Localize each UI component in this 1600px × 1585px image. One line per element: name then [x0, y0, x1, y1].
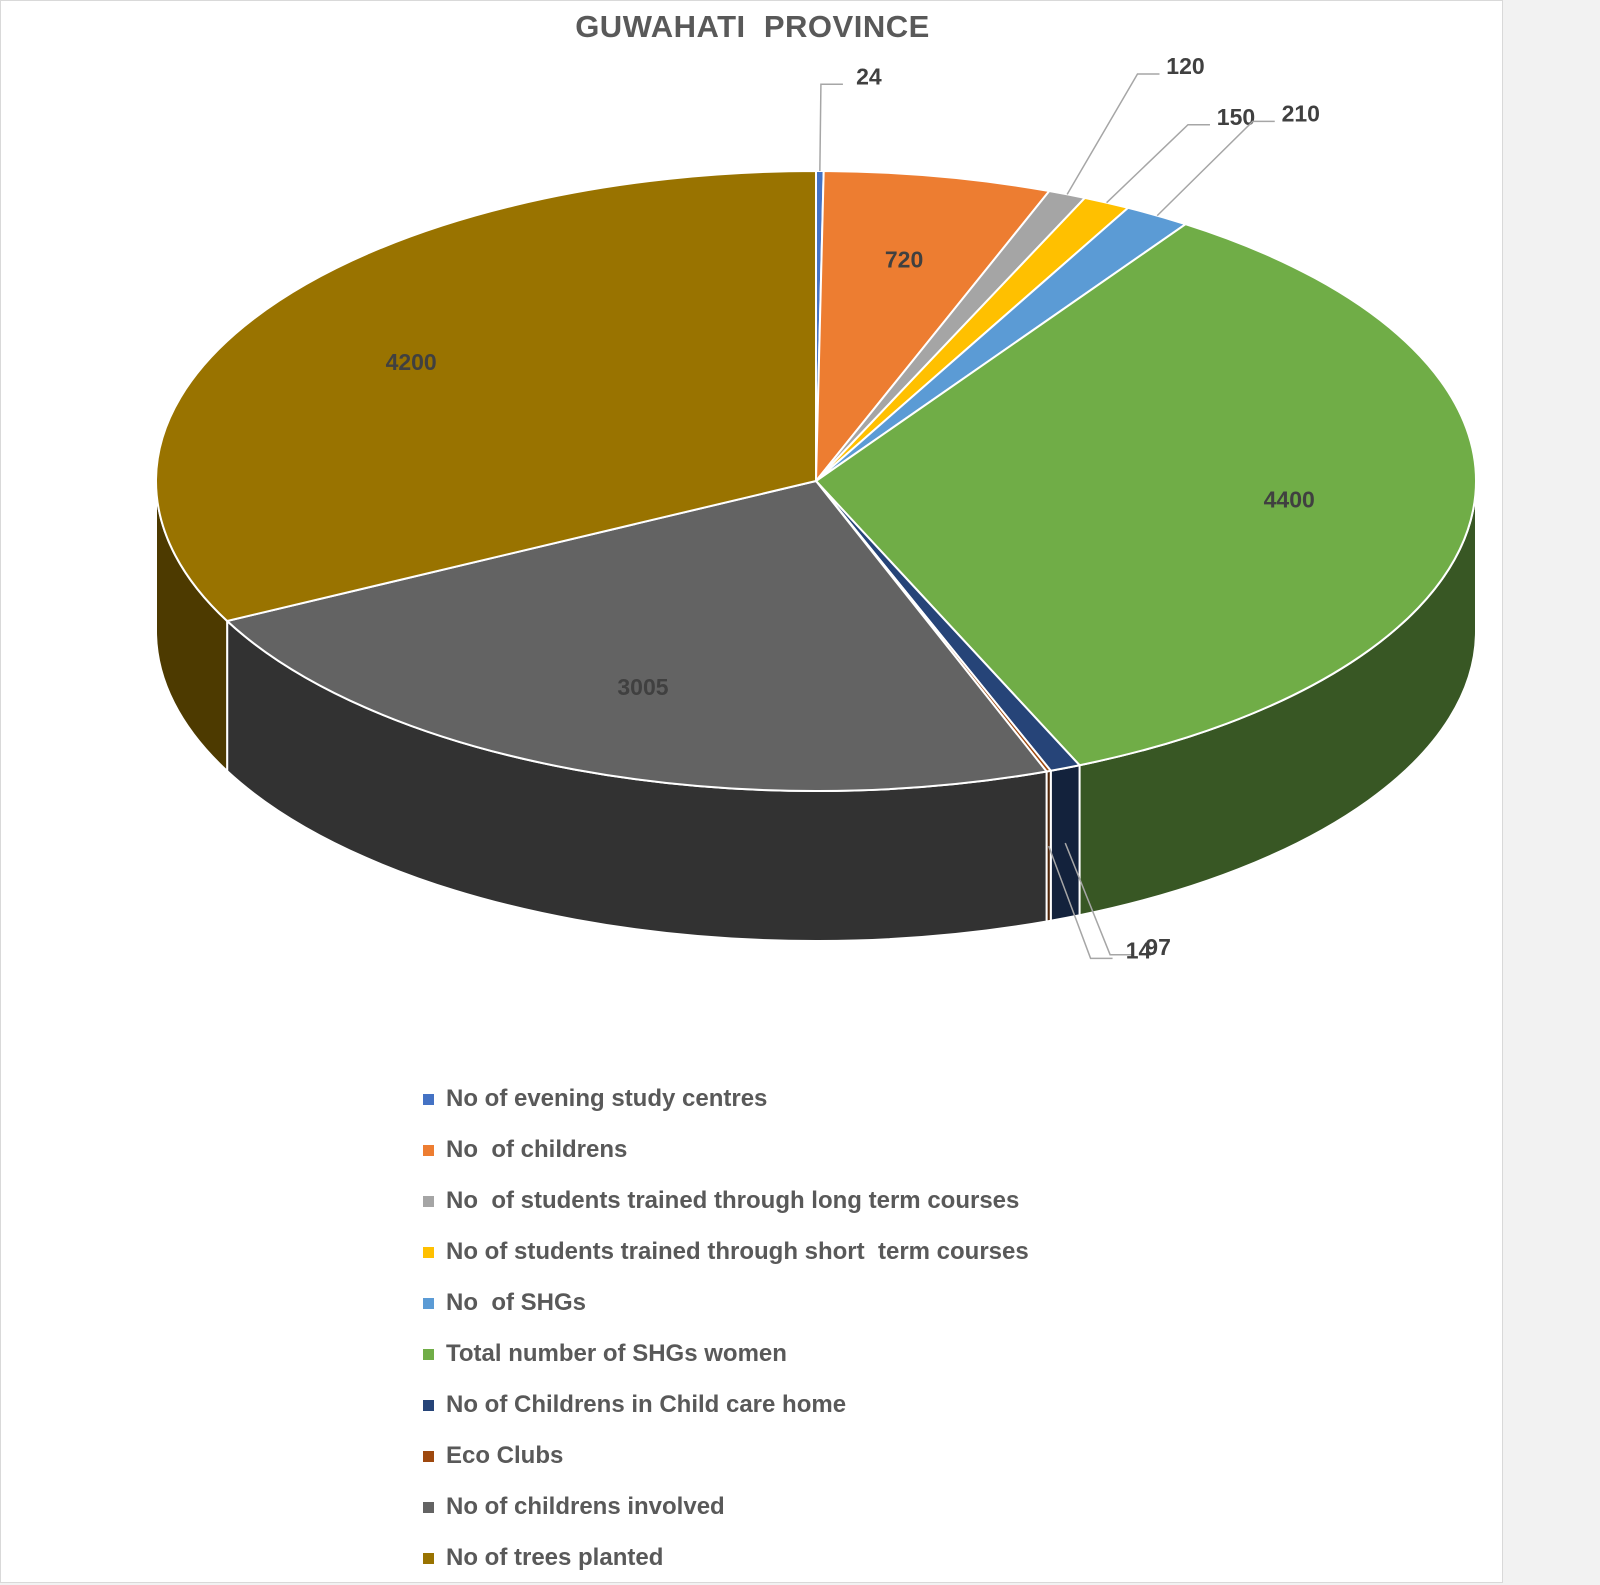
data-label-eco-clubs: 14: [1126, 937, 1152, 963]
pie-side-no-of-childrens-in-child-care-home: [1049, 763, 1081, 922]
legend-label: Eco Clubs: [446, 1442, 564, 1469]
data-label-no-of-evening-study-centres: 24: [856, 63, 882, 89]
legend-item-no-of-childrens: No of childrens: [423, 1132, 627, 1168]
legend-label: No of childrens: [446, 1136, 628, 1163]
legend-swatch: [423, 1450, 434, 1462]
leader-line: [1156, 120, 1275, 217]
chart-area: GUWAHATI PROVINCE 24 720 120 150 210 4400 97 14…: [0, 0, 1503, 1583]
legend-swatch: [423, 1348, 434, 1360]
data-label-no-of-shgs: 210: [1282, 100, 1320, 126]
data-label-no-of-childrens-involved: 3005: [617, 674, 668, 700]
pie-slice-no-of-trees-planted: [155, 170, 817, 622]
legend-item-no-of-childrens-in-child-care-home: No of Childrens in Child care home: [423, 1387, 846, 1423]
legend-item-no-of-students-trained-through-short-term-courses: No of students trained through short ter…: [423, 1234, 1029, 1270]
legend-item-no-of-students-trained-through-long-term-courses: No of students trained through long term…: [423, 1183, 1019, 1219]
legend-item-no-of-childrens-involved: No of childrens involved: [423, 1489, 725, 1525]
legend-swatch: [423, 1399, 434, 1411]
legend-label: No of trees planted: [446, 1544, 664, 1571]
data-label-no-of-students-trained-through-short-term-courses: 150: [1217, 104, 1255, 130]
legend-swatch: [423, 1093, 434, 1105]
pie-slice-no-of-childrens: [815, 170, 1051, 482]
legend-label: No of SHGs: [446, 1289, 587, 1316]
legend-item-no-of-shgs: No of SHGs: [423, 1285, 586, 1321]
legend-swatch: [423, 1297, 434, 1309]
data-label-no-of-trees-planted: 4200: [386, 349, 437, 375]
leader-line: [1106, 123, 1210, 204]
legend-label: No of evening study centres: [446, 1085, 768, 1112]
legend-label: No of students trained through short ter…: [446, 1238, 1029, 1265]
pie-slice-no-of-childrens-involved: [226, 480, 1048, 792]
legend-swatch: [423, 1144, 434, 1156]
data-label-no-of-students-trained-through-long-term-courses: 120: [1166, 53, 1204, 79]
data-label-total-number-of-shgs-women: 4400: [1264, 487, 1315, 513]
leader-line: [819, 83, 843, 172]
legend-swatch: [423, 1195, 434, 1207]
legend-label: No of Childrens in Child care home: [446, 1391, 847, 1418]
pie-slice-total-number-of-shgs-women: [815, 223, 1477, 767]
legend-item-no-of-evening-study-centres: No of evening study centres: [423, 1081, 767, 1117]
data-label-no-of-childrens: 720: [885, 247, 923, 273]
legend-swatch: [423, 1552, 434, 1564]
legend-item-no-of-trees-planted: No of trees planted: [423, 1540, 663, 1576]
data-label-no-of-childrens-in-child-care-home: 97: [1145, 934, 1171, 960]
legend-item-total-number-of-shgs-women: Total number of SHGs women: [423, 1336, 787, 1372]
legend-label: No of childrens involved: [446, 1493, 725, 1520]
legend-item-eco-clubs: Eco Clubs: [423, 1438, 563, 1474]
leader-line: [1064, 842, 1133, 956]
legend-swatch: [423, 1246, 434, 1258]
chart-title: GUWAHATI PROVINCE: [575, 9, 930, 44]
legend-label: No of students trained through long term…: [446, 1187, 1020, 1214]
leader-line: [1066, 73, 1160, 195]
leader-line: [1047, 845, 1113, 960]
legend-swatch: [423, 1501, 434, 1513]
legend-label: Total number of SHGs women: [446, 1340, 787, 1367]
